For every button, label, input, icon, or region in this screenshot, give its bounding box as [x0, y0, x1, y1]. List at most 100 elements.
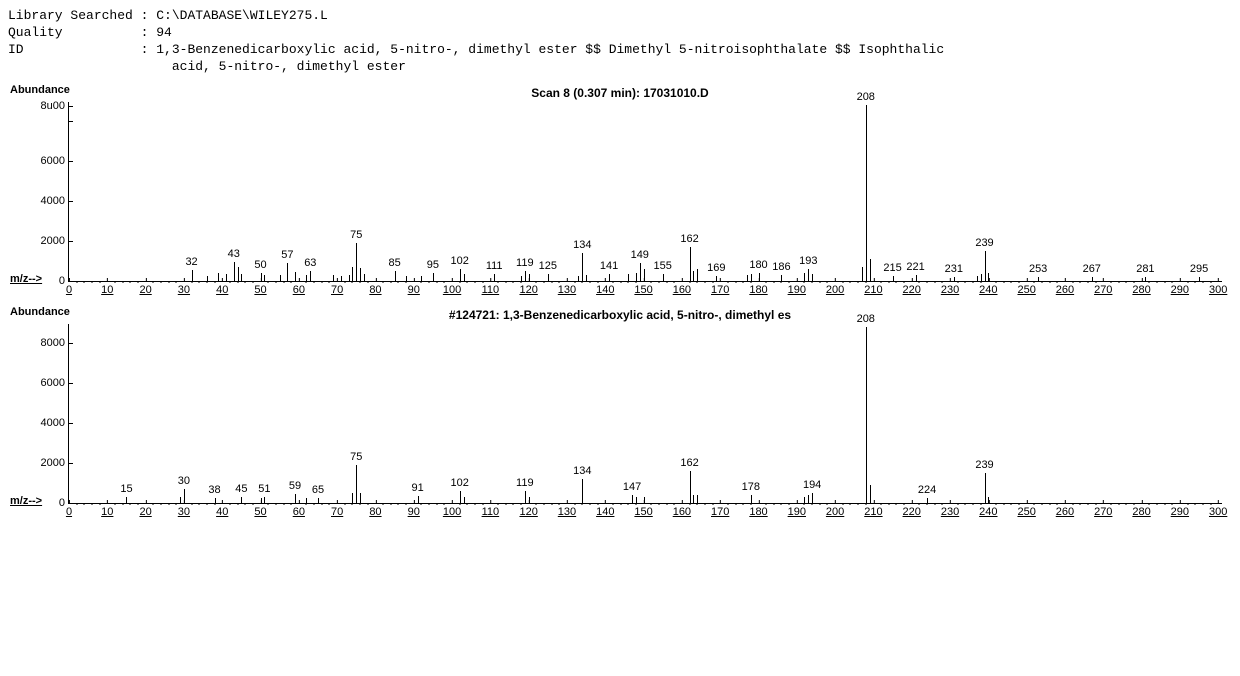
xtick-minor — [543, 503, 544, 505]
xtick-minor — [237, 503, 238, 505]
peak — [586, 275, 587, 281]
peak — [988, 273, 989, 281]
xtick-minor — [1133, 503, 1134, 505]
peak — [862, 267, 863, 281]
xtick-minor — [99, 503, 100, 505]
peak-label: 85 — [388, 257, 400, 269]
peak — [207, 276, 208, 281]
ytick: 4000 — [41, 417, 69, 429]
xtick-minor — [934, 281, 935, 283]
xtick-minor — [291, 503, 292, 505]
peak — [234, 262, 235, 281]
xtick-minor — [467, 503, 468, 505]
peak — [628, 274, 629, 281]
chart2-title: #124721: 1,3-Benzenedicarboxylic acid, 5… — [8, 308, 1232, 322]
xtick-minor — [122, 503, 123, 505]
peak — [295, 272, 296, 281]
xtick-minor — [329, 281, 330, 283]
peak — [460, 491, 461, 503]
peak — [364, 274, 365, 281]
xtick-minor — [628, 503, 629, 505]
xtick-minor — [888, 503, 889, 505]
peak-label: 239 — [975, 237, 993, 249]
header-line-id-cont: acid, 5-nitro-, dimethyl ester — [8, 59, 1232, 76]
header-line-library: Library Searched : C:\DATABASE\WILEY275.… — [8, 8, 1232, 25]
xtick: 90 — [408, 281, 420, 296]
xtick-minor — [865, 503, 866, 505]
xtick-minor — [819, 281, 820, 283]
xtick-minor — [344, 281, 345, 283]
peak-label: 155 — [654, 260, 672, 272]
peak-label: 102 — [451, 477, 469, 489]
xtick-minor — [429, 503, 430, 505]
xtick: 40 — [216, 281, 228, 296]
xtick-minor — [881, 503, 882, 505]
xtick-minor — [513, 281, 514, 283]
xtick: 120 — [519, 503, 537, 518]
peak — [356, 465, 357, 503]
peak-label: 162 — [680, 457, 698, 469]
xtick-minor — [321, 503, 322, 505]
xtick-minor — [498, 503, 499, 505]
xtick-minor — [444, 281, 445, 283]
xtick-minor — [904, 281, 905, 283]
peak-label: 102 — [451, 255, 469, 267]
xtick-minor — [789, 503, 790, 505]
xtick-minor — [850, 281, 851, 283]
xtick: 20 — [139, 503, 151, 518]
xtick-minor — [689, 281, 690, 283]
xtick-minor — [1011, 503, 1012, 505]
xtick-minor — [475, 503, 476, 505]
xtick-minor — [1087, 503, 1088, 505]
xtick-minor — [812, 281, 813, 283]
xtick-minor — [1202, 503, 1203, 505]
xtick-minor — [574, 281, 575, 283]
peak-label: 50 — [254, 259, 266, 271]
xtick-minor — [444, 503, 445, 505]
peak-label: 141 — [600, 260, 618, 272]
xtick-minor — [1018, 503, 1019, 505]
peak — [352, 493, 353, 503]
xtick-minor — [153, 281, 154, 283]
peak — [218, 273, 219, 281]
xtick-minor — [199, 281, 200, 283]
xtick-minor — [1003, 281, 1004, 283]
xtick: 30 — [178, 281, 190, 296]
xtick: 250 — [1017, 281, 1035, 296]
xtick-minor — [674, 503, 675, 505]
xtick-minor — [536, 281, 537, 283]
peak — [781, 275, 782, 281]
xtick-minor — [1164, 503, 1165, 505]
xtick-minor — [229, 503, 230, 505]
peak-label: 57 — [281, 249, 293, 261]
xtick-minor — [168, 503, 169, 505]
peak-label: 75 — [350, 451, 362, 463]
peak — [264, 275, 265, 281]
peak — [985, 251, 986, 281]
chart1-plot-area: 02000400060008u0001020304050607080901001… — [68, 102, 1222, 282]
peak — [808, 495, 809, 503]
xtick: 180 — [749, 503, 767, 518]
xtick-minor — [1126, 503, 1127, 505]
peak — [1145, 277, 1146, 281]
peak-label: 281 — [1136, 263, 1154, 275]
xtick: 280 — [1132, 281, 1150, 296]
peak — [226, 274, 227, 281]
xtick-minor — [406, 281, 407, 283]
xtick-minor — [191, 281, 192, 283]
peak — [690, 247, 691, 281]
peak — [988, 497, 989, 503]
peak — [663, 274, 664, 281]
peak-label: 45 — [235, 483, 247, 495]
xtick-minor — [559, 503, 560, 505]
xtick-minor — [781, 281, 782, 283]
xtick-minor — [360, 503, 361, 505]
header-block: Library Searched : C:\DATABASE\WILEY275.… — [8, 8, 1232, 76]
xtick-minor — [398, 503, 399, 505]
peak — [927, 498, 928, 503]
xtick-minor — [1049, 281, 1050, 283]
peak-label: 295 — [1190, 263, 1208, 275]
xtick-minor — [942, 281, 943, 283]
xtick: 50 — [254, 503, 266, 518]
xtick-minor — [620, 503, 621, 505]
